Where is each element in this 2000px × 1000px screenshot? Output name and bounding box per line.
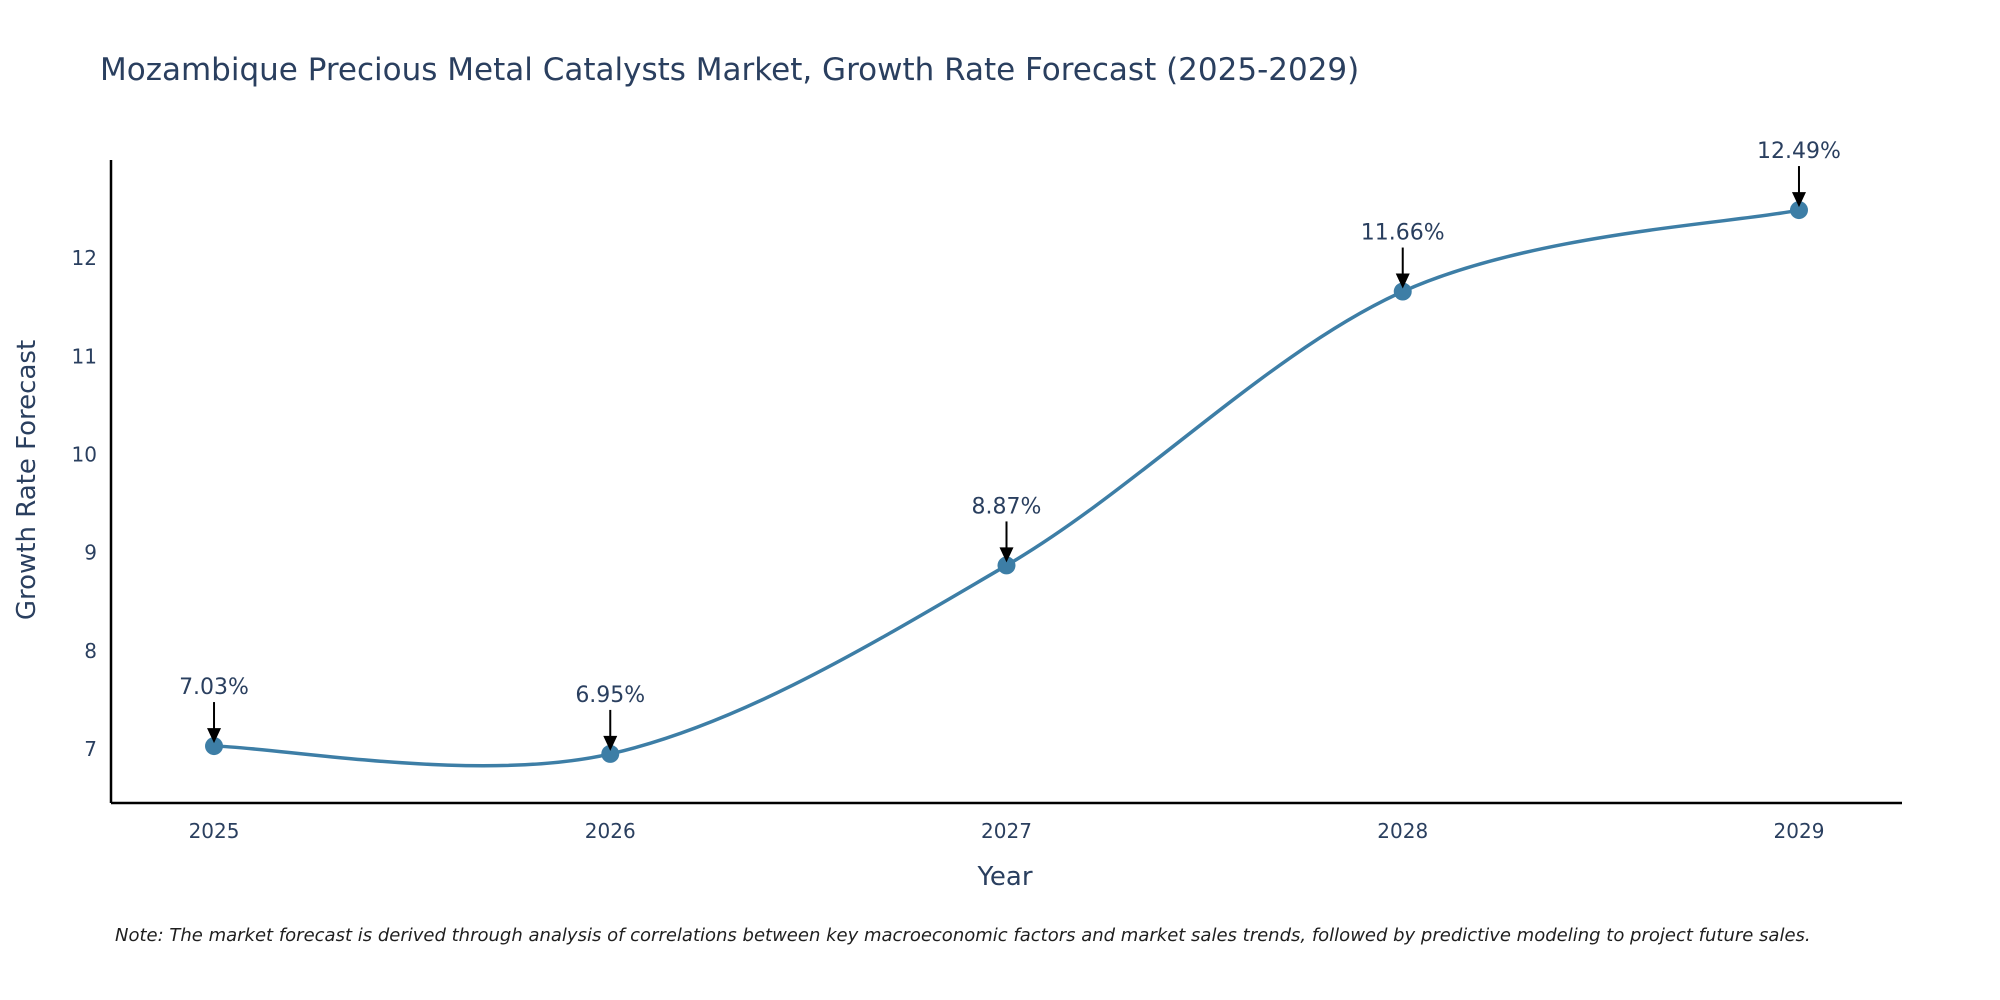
data-label: 8.87% xyxy=(972,494,1042,519)
data-point xyxy=(601,744,620,763)
y-tick-label: 10 xyxy=(72,443,97,467)
annotation-arrow-head xyxy=(1791,192,1806,208)
y-axis-title: Growth Rate Forecast xyxy=(12,340,42,620)
x-tick-label: 2028 xyxy=(1377,819,1428,843)
footnote: Note: The market forecast is derived thr… xyxy=(115,925,1811,946)
x-tick-label: 2026 xyxy=(585,819,636,843)
data-point xyxy=(205,737,224,756)
y-tick-label: 11 xyxy=(72,344,97,368)
data-point xyxy=(997,556,1016,575)
series-line xyxy=(213,208,1800,768)
y-ticks: 7 8 9 10 11 12 xyxy=(72,246,97,761)
annotation-arrow-head xyxy=(1395,273,1410,289)
data-label: 12.49% xyxy=(1757,139,1841,164)
y-tick-label: 7 xyxy=(84,737,97,761)
x-tick-label: 2029 xyxy=(1774,819,1825,843)
data-label: 7.03% xyxy=(179,675,249,700)
axes xyxy=(109,160,1902,805)
data-label: 6.95% xyxy=(575,683,645,708)
x-ticks: 2025 2026 2027 2028 2029 xyxy=(189,819,1825,843)
annotation-arrow-head xyxy=(207,728,222,744)
plot-area: 7.03% 6.95% 8.87% 11.66% 12.49% xyxy=(179,139,1841,768)
data-point xyxy=(1393,282,1412,301)
markers xyxy=(205,201,1808,763)
data-point xyxy=(1789,201,1808,220)
x-tick-label: 2025 xyxy=(189,819,240,843)
y-tick-label: 8 xyxy=(84,639,97,663)
annotation-arrow-head xyxy=(603,735,618,751)
x-tick-label: 2027 xyxy=(981,819,1032,843)
x-axis-title: Year xyxy=(976,862,1032,892)
annotation-arrow-head xyxy=(999,547,1014,563)
data-label: 11.66% xyxy=(1361,221,1445,246)
y-tick-label: 12 xyxy=(72,246,97,270)
y-tick-label: 9 xyxy=(84,541,97,565)
annotations: 7.03% 6.95% 8.87% 11.66% 12.49% xyxy=(179,139,1841,751)
chart-title: Mozambique Precious Metal Catalysts Mark… xyxy=(100,52,1359,88)
